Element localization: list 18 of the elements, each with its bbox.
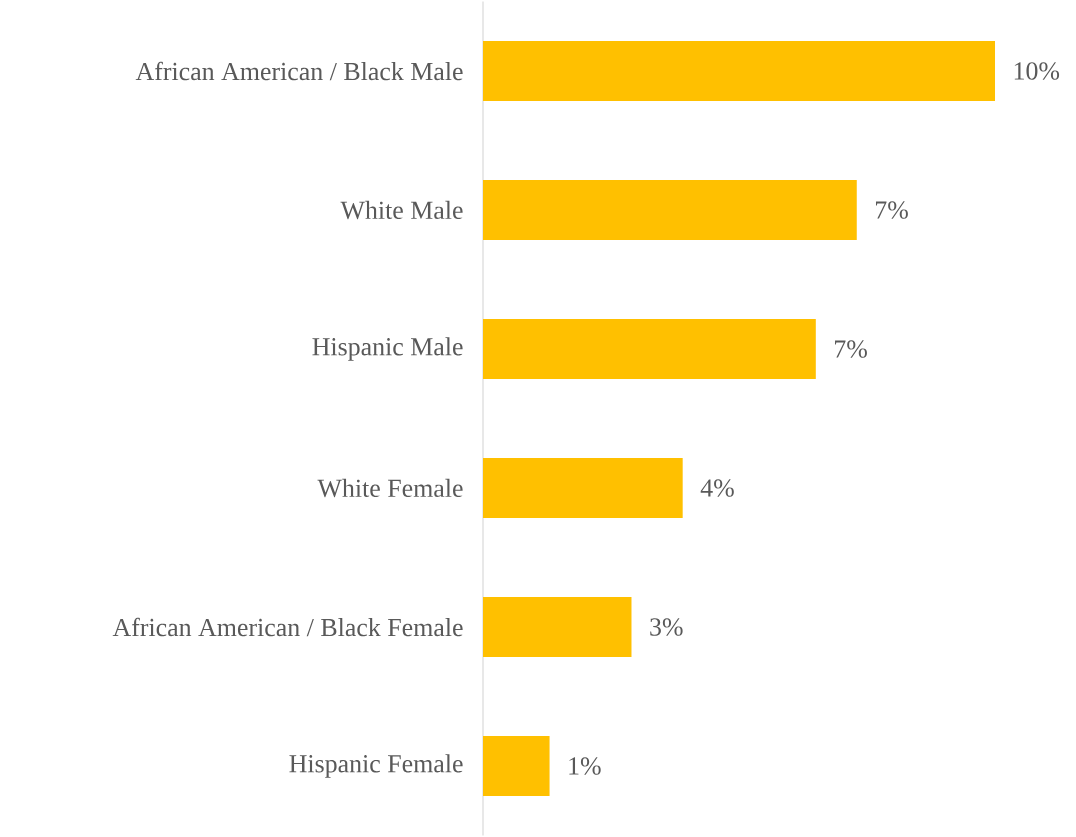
y-tick-label: White Female: [317, 478, 463, 498]
y-tick-label: African American / Black Male: [135, 61, 463, 81]
y-tick-label: White Male: [340, 200, 463, 220]
bar: [483, 597, 632, 658]
data-label: 7%: [835, 340, 867, 358]
bar: [483, 458, 683, 519]
y-tick-label: Hispanic Female: [289, 754, 463, 778]
data-label: 4%: [700, 479, 734, 497]
data-label: 10%: [1014, 62, 1060, 80]
y-tick-label: African American / Black Female: [112, 617, 463, 637]
bar: [483, 41, 996, 102]
data-label: 1%: [569, 757, 601, 775]
data-label: 7%: [875, 201, 908, 219]
y-tick-label: Hispanic Male: [312, 337, 463, 361]
data-label: 3%: [650, 618, 683, 636]
bar: [483, 319, 816, 380]
bar: [483, 180, 857, 241]
bar: [483, 736, 550, 797]
